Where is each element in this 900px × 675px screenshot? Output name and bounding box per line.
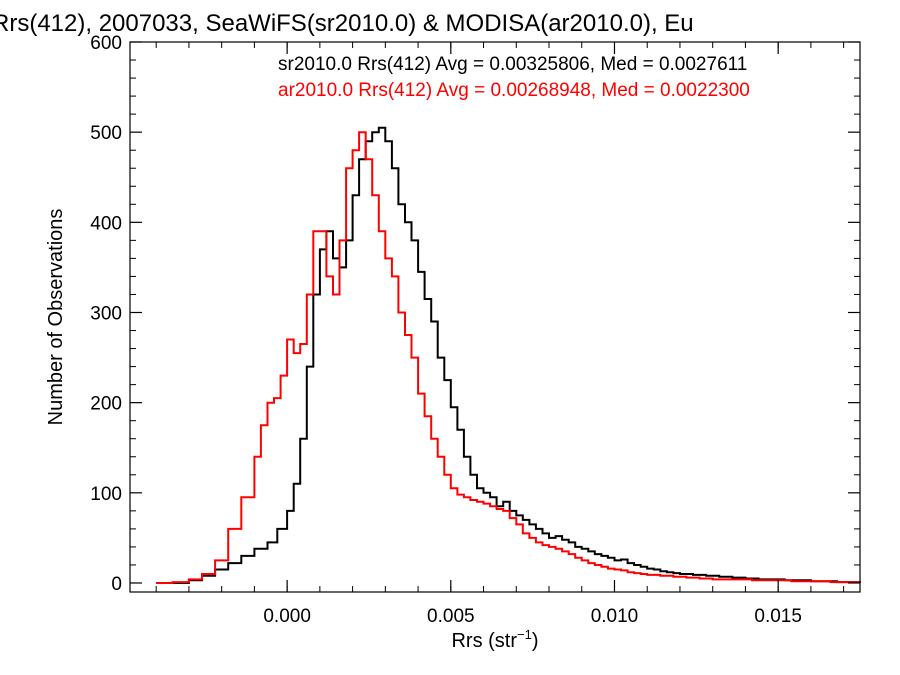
x-tick-label: 0.005 [427,606,475,627]
x-tick-label: 0.015 [754,606,802,627]
x-axis-label: Rrs (str−1) [451,627,538,652]
annotation-series-2: ar2010.0 Rrs(412) Avg = 0.00268948, Med … [278,80,750,101]
y-tick-label: 400 [90,213,122,234]
y-tick-label: 600 [90,33,122,54]
y-tick-label: 0 [111,574,122,595]
annotation-series-1: sr2010.0 Rrs(412) Avg = 0.00325806, Med … [278,54,747,75]
series-line-1 [156,126,861,584]
x-axis-label-main: Rrs (str [451,630,517,652]
y-tick-label: 500 [90,123,122,144]
x-axis-label-close: ) [532,630,539,652]
y-tick-label: 200 [90,394,122,415]
y-tick-label: 100 [90,484,122,505]
y-axis-label: Number of Observations [45,209,67,426]
plot-frame [129,41,861,593]
x-axis-label-superscript: −1 [517,627,532,642]
x-tick-label: 0.000 [263,606,311,627]
series-line-2 [156,131,861,584]
y-tick-label: 300 [90,303,122,324]
x-tick-label: 0.010 [591,606,639,627]
chart-title: Rrs(412), 2007033, SeaWiFS(sr2010.0) & M… [0,10,694,37]
